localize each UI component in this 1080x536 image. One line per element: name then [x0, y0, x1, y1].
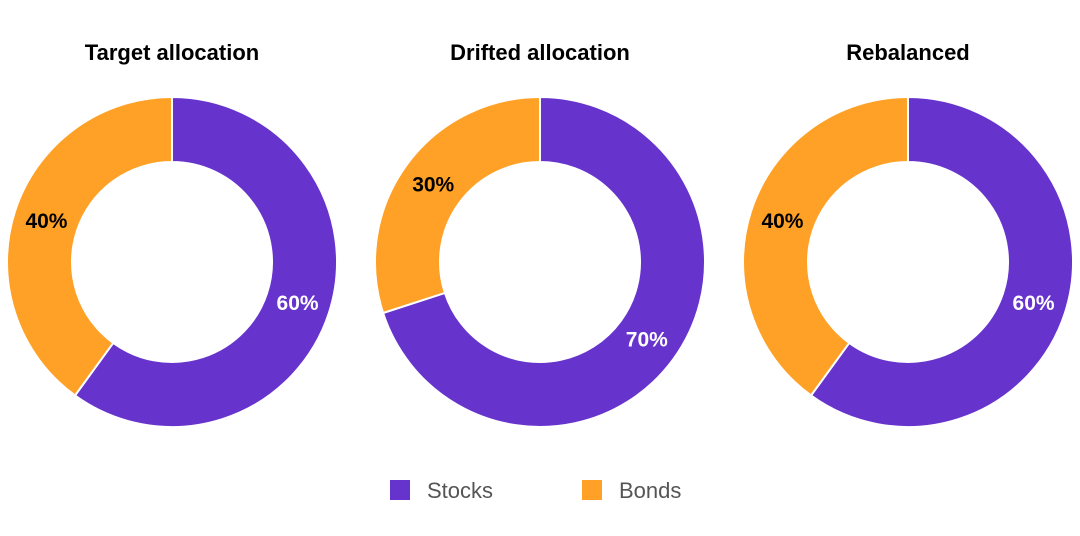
donut-chart-3: Rebalanced 60% 40%	[742, 40, 1074, 428]
slice-bonds	[742, 95, 909, 397]
chart-title: Target allocation	[85, 40, 259, 65]
slice-bonds	[374, 95, 541, 315]
legend-label: Bonds	[619, 478, 681, 503]
data-label: 30%	[412, 173, 454, 196]
slice-stocks	[809, 95, 1074, 428]
chart-title: Drifted allocation	[450, 40, 630, 65]
donut-chart-1: Target allocation 60% 40%	[6, 40, 338, 428]
data-label: 60%	[1013, 292, 1055, 315]
data-label: 40%	[761, 210, 803, 233]
donut-chart-2: Drifted allocation 70% 30%	[374, 40, 706, 428]
legend-swatch-stocks	[390, 480, 410, 500]
legend-label: Stocks	[427, 478, 493, 503]
chart-title: Rebalanced	[846, 40, 970, 65]
slice-stocks	[73, 95, 338, 428]
legend: Stocks Bonds	[390, 478, 681, 503]
legend-swatch-bonds	[582, 480, 602, 500]
slice-stocks	[381, 95, 706, 428]
data-label: 70%	[626, 329, 668, 352]
slice-bonds	[6, 95, 173, 397]
data-label: 60%	[277, 292, 319, 315]
data-label: 40%	[25, 210, 67, 233]
